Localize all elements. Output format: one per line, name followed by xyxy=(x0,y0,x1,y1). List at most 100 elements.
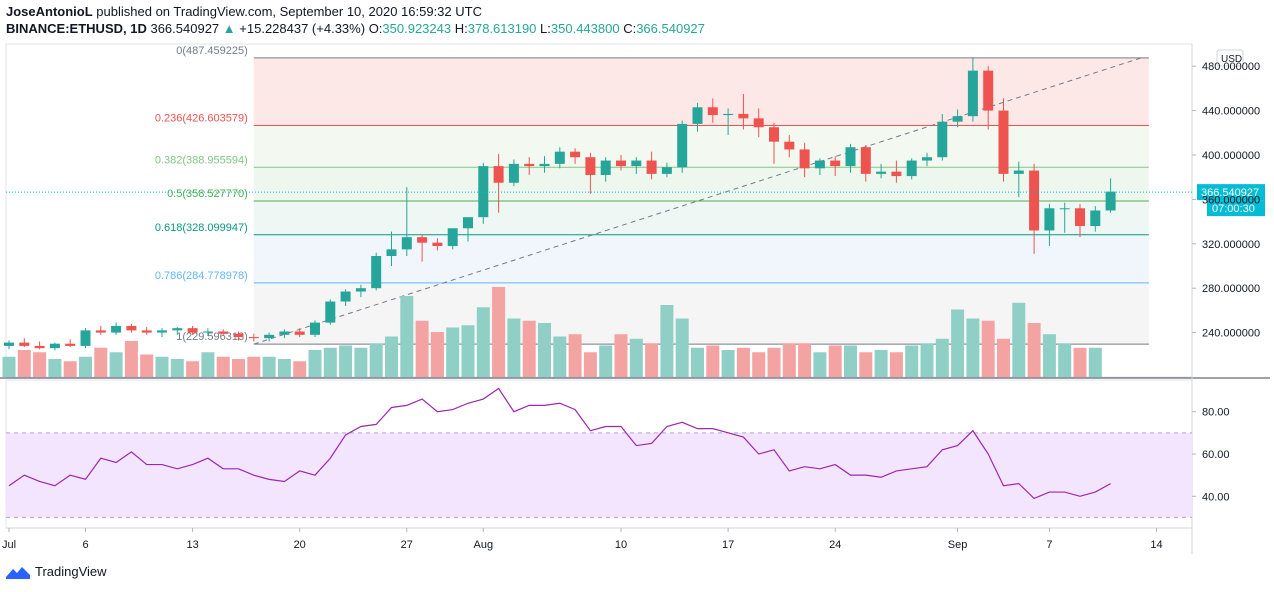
volume-bar xyxy=(201,352,215,377)
open-label: O: xyxy=(368,21,383,36)
volume-bar xyxy=(186,361,200,377)
candle-body xyxy=(126,325,137,331)
time-tick-label: 6 xyxy=(82,539,88,551)
time-tick-label: 10 xyxy=(615,539,627,551)
candle-body xyxy=(570,151,581,158)
volume-bar xyxy=(492,287,506,377)
candle-body xyxy=(616,160,626,167)
volume-bar xyxy=(323,347,337,377)
volume-bar xyxy=(538,323,551,377)
volume-bar xyxy=(354,347,368,377)
volume-bar xyxy=(461,325,475,377)
volume-bar xyxy=(109,352,123,377)
candle-body xyxy=(1029,170,1040,231)
candle-body xyxy=(692,107,703,124)
close-value: 366.540927 xyxy=(636,21,705,36)
volume-bar xyxy=(232,359,245,377)
candle-body xyxy=(4,342,14,346)
time-tick-label: Sep xyxy=(948,539,968,551)
fib-label: 0.618(328.099947) xyxy=(155,222,248,234)
candle-body xyxy=(325,301,336,323)
volume-bar xyxy=(308,350,322,377)
time-tick-label: Aug xyxy=(474,539,494,551)
candle-body xyxy=(478,166,489,218)
candle-body xyxy=(631,160,642,167)
volume-bar xyxy=(935,338,949,377)
volume-bar xyxy=(859,352,873,377)
open-value: 350.923243 xyxy=(382,21,452,36)
candle-body xyxy=(1105,191,1116,211)
volume-bar xyxy=(293,361,307,377)
fib-label: 0.382(388.955594) xyxy=(155,154,248,166)
volume-bar xyxy=(2,356,16,377)
candle-body xyxy=(707,107,718,116)
time-tick-label: 27 xyxy=(401,539,413,551)
volume-bar xyxy=(369,343,383,377)
volume-bar xyxy=(828,345,842,377)
candle-body xyxy=(1075,208,1085,227)
candle-body xyxy=(279,331,290,335)
currency-badge xyxy=(1216,49,1244,67)
candle-body xyxy=(294,331,305,335)
fib-zone xyxy=(253,234,1149,283)
candle-body xyxy=(371,256,382,289)
candle-body xyxy=(264,334,275,339)
low-value: 350.443800 xyxy=(550,21,620,36)
price-tick-label: 360.000000 xyxy=(1202,194,1260,206)
volume-bar xyxy=(1042,334,1056,377)
volume-bar xyxy=(813,352,827,377)
time-tick-label: 24 xyxy=(829,539,841,551)
candle-body xyxy=(432,242,443,247)
time-tick-label: 13 xyxy=(186,539,198,551)
countdown-tag-text: 07:00:30 xyxy=(1212,203,1255,215)
time-tick-label: 7 xyxy=(1046,539,1052,551)
symbol-label[interactable]: BINANCE:ETHUSD, 1D xyxy=(6,21,147,36)
volume-bar xyxy=(997,338,1010,377)
published-text: published on TradingView.com, September … xyxy=(96,4,482,19)
volume-bar xyxy=(33,352,47,377)
candle-body xyxy=(401,237,412,250)
volume-bar xyxy=(430,332,444,377)
fib-label: 0(487.459225) xyxy=(176,45,248,57)
change-value: +15.228437 (+4.33%) xyxy=(239,21,366,36)
candle-body xyxy=(661,167,672,174)
candle-body xyxy=(845,147,856,167)
tradingview-brand[interactable]: TradingView xyxy=(6,564,107,579)
last-price-tag-text: 366.540927 xyxy=(1201,187,1259,199)
candle-body xyxy=(493,166,504,183)
volume-bar xyxy=(48,359,62,377)
candle-body xyxy=(340,291,351,302)
time-tick-label: 14 xyxy=(1150,539,1162,551)
candle-body xyxy=(187,328,198,333)
candle-body xyxy=(508,163,519,183)
volume-bar xyxy=(1073,347,1087,377)
candle-body xyxy=(677,123,688,168)
volume-bar xyxy=(262,356,276,377)
candle-body xyxy=(248,337,259,339)
candle-body xyxy=(1059,208,1070,210)
ohlc-line: BINANCE:ETHUSD, 1D 366.540927 ▲ +15.2284… xyxy=(6,21,705,36)
price-tick-label: 280.000000 xyxy=(1202,283,1260,295)
candle-body xyxy=(19,342,30,346)
volume-bar xyxy=(155,356,169,377)
volume-bar xyxy=(170,359,184,377)
rsi-line xyxy=(8,387,1111,500)
volume-bar xyxy=(629,338,643,377)
close-label: C: xyxy=(623,21,637,36)
candle-body xyxy=(1044,208,1055,231)
last-price-tag xyxy=(1197,184,1265,201)
volume-bar xyxy=(981,320,995,377)
candle-body xyxy=(95,330,106,333)
volume-bar xyxy=(476,307,490,377)
candle-body xyxy=(111,325,122,333)
volume-bar xyxy=(522,320,536,377)
volume-bar xyxy=(583,352,597,377)
candle-body xyxy=(447,228,458,247)
candle-body xyxy=(952,116,963,122)
volume-bar xyxy=(614,334,628,377)
candle-body xyxy=(1013,170,1024,174)
author-name[interactable]: JoseAntonioL xyxy=(6,4,93,19)
candle-body xyxy=(891,171,902,177)
volume-bar xyxy=(782,343,796,377)
